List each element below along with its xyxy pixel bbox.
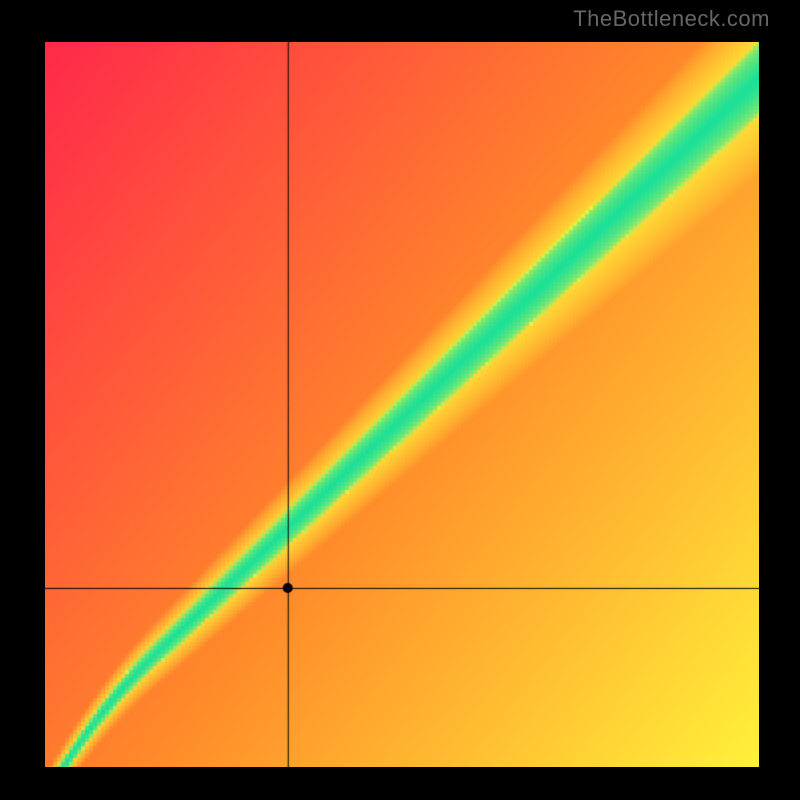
heatmap-plot: [45, 42, 759, 767]
chart-container: TheBottleneck.com: [0, 0, 800, 800]
watermark-text: TheBottleneck.com: [573, 6, 770, 32]
